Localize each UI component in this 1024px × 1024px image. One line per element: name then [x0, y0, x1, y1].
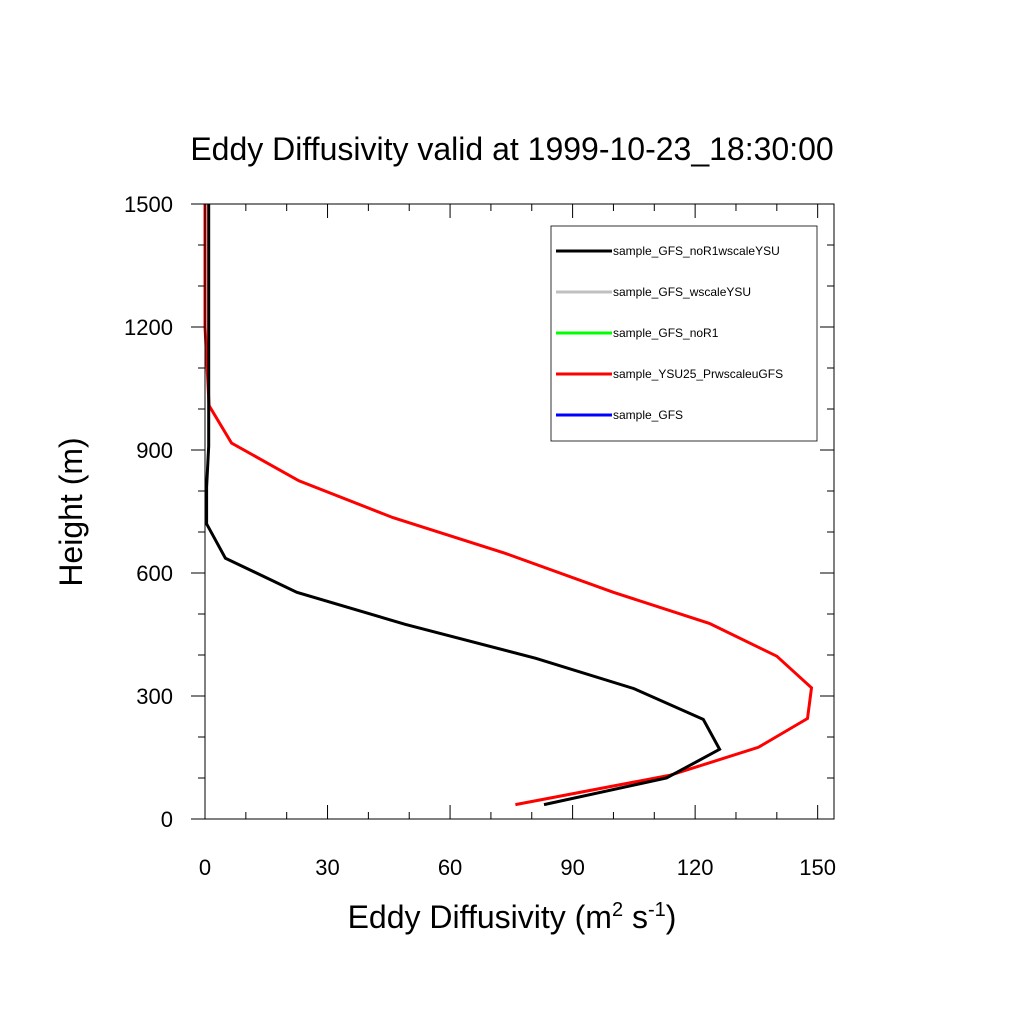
y-tick-label: 600: [136, 561, 173, 586]
axis-ticks-group: [191, 203, 834, 820]
y-tick-label: 1200: [124, 315, 173, 340]
legend-label: sample_GFS: [613, 408, 683, 422]
x-axis-label: Eddy Diffusivity (m2 s-1): [348, 899, 677, 935]
legend-label: sample_GFS_noR1: [613, 326, 719, 340]
x-tick-label: 120: [677, 855, 714, 880]
plot-series-group: [203, 204, 814, 807]
legend-label: sample_GFS_noR1wscaleYSU: [613, 244, 780, 258]
plot-frame: [204, 203, 835, 820]
y-axis-label: Height (m): [53, 437, 89, 586]
legend-label: sample_GFS_wscaleYSU: [613, 285, 751, 299]
x-tick-label: 150: [799, 855, 836, 880]
y-tick-label: 1500: [124, 192, 173, 217]
x-tick-label: 90: [560, 855, 584, 880]
chart-title: Eddy Diffusivity valid at 1999-10-23_18:…: [190, 131, 833, 167]
series-line-sample_GFS_noR1wscaleYSU: [205, 204, 722, 807]
legend: sample_GFS_noR1wscaleYSU sample_GFS_wscal…: [550, 225, 818, 442]
x-tick-label: 30: [315, 855, 339, 880]
x-tick-label: 0: [199, 855, 211, 880]
y-tick-label: 300: [136, 684, 173, 709]
y-tick-label: 0: [161, 807, 173, 832]
legend-label: sample_YSU25_PrwscaleuGFS: [613, 367, 783, 381]
y-tick-label: 900: [136, 438, 173, 463]
series-line-sample_YSU25_PrwscaleuGFS: [203, 204, 814, 807]
x-tick-label: 60: [438, 855, 462, 880]
